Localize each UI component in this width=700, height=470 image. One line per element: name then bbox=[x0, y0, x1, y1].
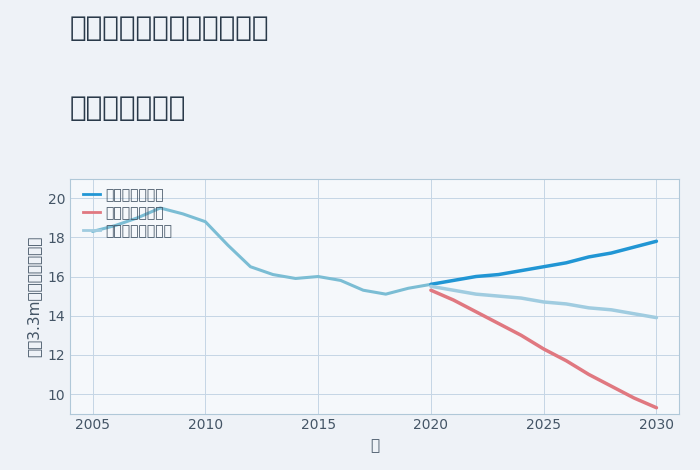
Y-axis label: 平（3.3m）単価（万円）: 平（3.3m）単価（万円） bbox=[27, 235, 42, 357]
Legend: グッドシナリオ, バッドシナリオ, ノーマルシナリオ: グッドシナリオ, バッドシナリオ, ノーマルシナリオ bbox=[83, 188, 172, 238]
Text: 三重県松阪市飯高町富永の: 三重県松阪市飯高町富永の bbox=[70, 14, 270, 42]
X-axis label: 年: 年 bbox=[370, 438, 379, 453]
Text: 土地の価格推移: 土地の価格推移 bbox=[70, 94, 186, 122]
